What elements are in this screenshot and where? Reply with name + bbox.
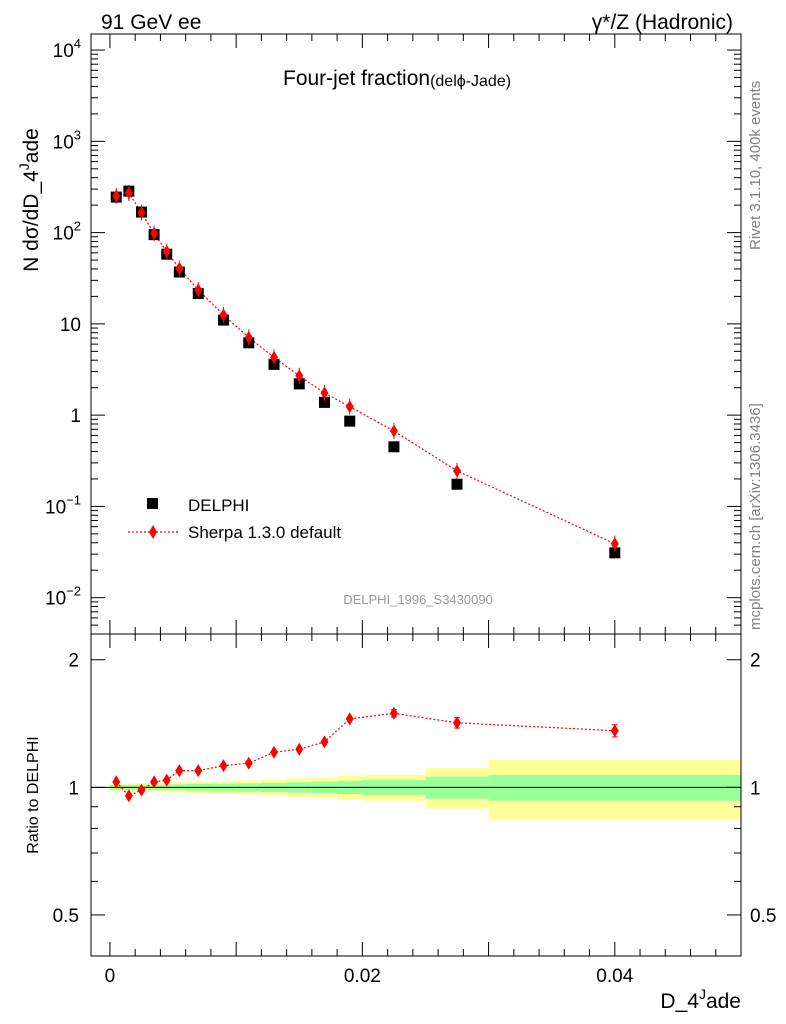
data-point [451,478,463,490]
mc-point [610,537,619,551]
legend-mc-label: Sherpa 1.3.0 default [188,523,341,542]
mc-point [244,330,253,344]
ratio-point [270,745,279,759]
ratio-point [389,706,398,720]
title-main: Four-jet fraction [283,67,430,90]
header-right: γ*/Z (Hadronic) [592,11,733,34]
y-tick-label: 10−1 [45,492,81,518]
ratio-mc-line [115,712,615,797]
y-tick-base: 10 [45,589,66,610]
mc-point [320,386,329,400]
y-axis-label: N dσ/dD_4Jade [16,128,43,272]
mc-point [124,186,133,200]
ratio-point [453,716,462,730]
rivet-info: Rivet 3.1.10, 400k events [747,81,764,250]
y-tick-base: 10 [53,224,74,245]
mc-point [345,400,354,414]
chart-title: Four-jet fraction(delϕ-Jade) [283,67,511,90]
mc-point [453,464,462,478]
y-tick-base: 10 [45,497,66,518]
series [110,184,621,803]
y-tick-base: 10 [53,41,74,62]
title-sub: (delϕ-Jade) [430,73,511,90]
ratio-tick-label-right: 1 [750,778,761,799]
mc-point [137,206,146,220]
y-tick-base: 10 [60,315,81,336]
mc-point [219,308,228,322]
x-tick-label: 0 [105,966,116,987]
y-tick-label: 10−2 [45,584,81,610]
ratio-point [320,735,329,749]
data-point [293,378,305,390]
x-axis-label-tail: ade [706,990,741,1013]
y-tick-base: 10 [53,132,74,153]
x-tick-label: 0.04 [596,966,633,987]
y-axis-label-main: N dσ/dD_4 [20,170,43,272]
legend-mc-marker [149,525,157,539]
y-tick-label: 1 [70,406,81,427]
ratio-tick-label-left: 1 [68,778,79,799]
ratio-point [150,775,159,789]
y-tick-label: 104 [53,36,81,62]
analysis-watermark: DELPHI_1996_S3430090 [343,592,493,607]
ratio-tick-label-left: 2 [68,651,79,672]
ratio-point [162,773,171,787]
mc-point [162,245,171,259]
y-tick-label: 103 [53,127,81,153]
x-axis-label-sup: J [699,986,706,1002]
data-point [344,415,356,427]
ratio-frame [90,633,742,957]
legend-data-label: DELPHI [188,496,249,515]
data-point [318,396,330,408]
mc-point [150,226,159,240]
legend: DELPHI Sherpa 1.3.0 default [128,496,341,542]
header-left: 91 GeV ee [101,11,201,34]
mc-point [270,350,279,364]
ratio-y-axis-label: Ratio to DELPHI [25,736,42,853]
y-tick-exponent: −2 [66,584,81,599]
ratio-point [610,724,619,738]
main-frame [90,33,742,635]
data-point [609,547,621,559]
mc-line [116,192,616,545]
mc-point [194,283,203,297]
svg-text:Four-jet fraction(delϕ-Jade): Four-jet fraction(delϕ-Jade) [283,67,511,90]
x-tick-label: 0.02 [344,966,381,987]
ratio-point [175,764,184,778]
y-axis-label-tail: ade [20,128,43,163]
y-axis-label-sup: J [16,163,32,170]
ratio-point [112,775,121,789]
y-tick-base: 1 [70,406,81,427]
y-tick-label: 102 [53,219,81,245]
x-axis-label-main: D_4 [660,990,699,1013]
ratio-point [194,764,203,778]
y-tick-exponent: 2 [74,219,81,234]
x-axis-label: D_4Jade [660,986,741,1013]
mc-point [175,261,184,275]
y-tick-exponent: 4 [74,36,81,51]
legend-data-marker [147,498,158,509]
mc-point [295,369,304,383]
y-tick-exponent: 3 [74,127,81,142]
mc-point [389,424,398,438]
data-point [388,441,400,453]
ratio-point [244,756,253,770]
ratio-tick-label-left: 0.5 [53,906,79,927]
ratio-tick-label-right: 0.5 [750,906,776,927]
ratio-tick-label-right: 2 [750,651,761,672]
mc-point [112,189,121,203]
ratio-point [137,783,146,797]
ratio-point [345,712,354,726]
mcplots-info: mcplots.cern.ch [arXiv:1306.3436] [747,403,764,630]
y-tick-exponent: −1 [66,492,81,507]
ratio-point [124,789,133,803]
y-tick-label: 10 [60,315,81,336]
ratio-point [295,742,304,756]
ratio-point [219,759,228,773]
